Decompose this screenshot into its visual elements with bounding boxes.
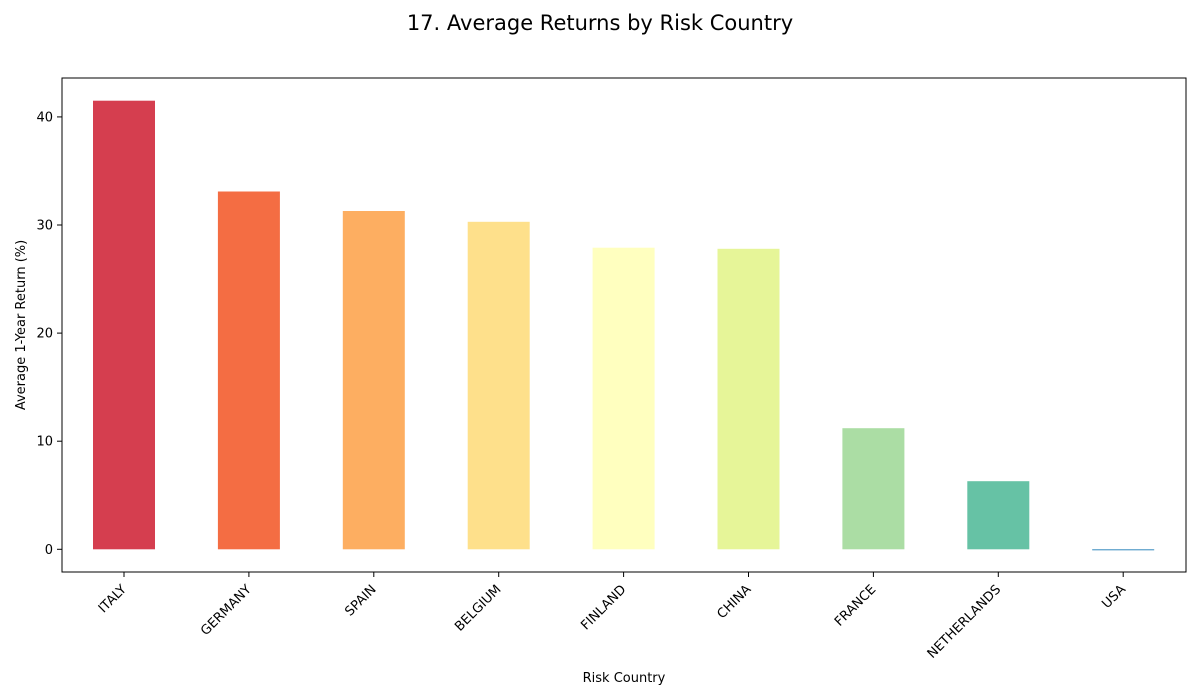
x-tick-label: SPAIN [342,582,379,619]
y-tick-label: 40 [36,110,53,125]
bar-netherlands [967,481,1030,550]
bar-germany [217,191,280,550]
bar-belgium [467,221,530,550]
x-axis: ITALY GERMANY SPAIN BELGIUM FINLAND CHINA FRAN… [96,572,1129,662]
bar-spain [342,211,405,550]
y-axis-label: Average 1-Year Return (%) [14,240,29,410]
y-tick-label: 0 [45,543,53,558]
x-tick-label: FRANCE [832,582,879,629]
bar-italy [93,100,155,550]
y-tick-label: 10 [36,435,53,450]
chart-title: 17. Average Returns by Risk Country [407,11,793,35]
bar-china [717,248,780,550]
bar-france [842,428,905,550]
x-tick-label: CHINA [715,582,755,622]
y-tick-label: 30 [36,219,53,234]
x-tick-label: GERMANY [198,582,255,639]
x-tick-label: ITALY [96,582,130,616]
x-axis-label: Risk Country [583,671,666,686]
x-tick-label: NETHERLANDS [925,582,1004,661]
bar-usa [1092,549,1155,551]
y-axis: 0 10 20 30 40 [36,110,62,558]
bar-finland [592,247,655,550]
x-tick-label: USA [1099,582,1129,612]
bars-group [93,100,1155,551]
x-tick-label: BELGIUM [452,582,504,634]
y-tick-label: 20 [36,327,53,342]
x-tick-label: FINLAND [578,582,629,633]
